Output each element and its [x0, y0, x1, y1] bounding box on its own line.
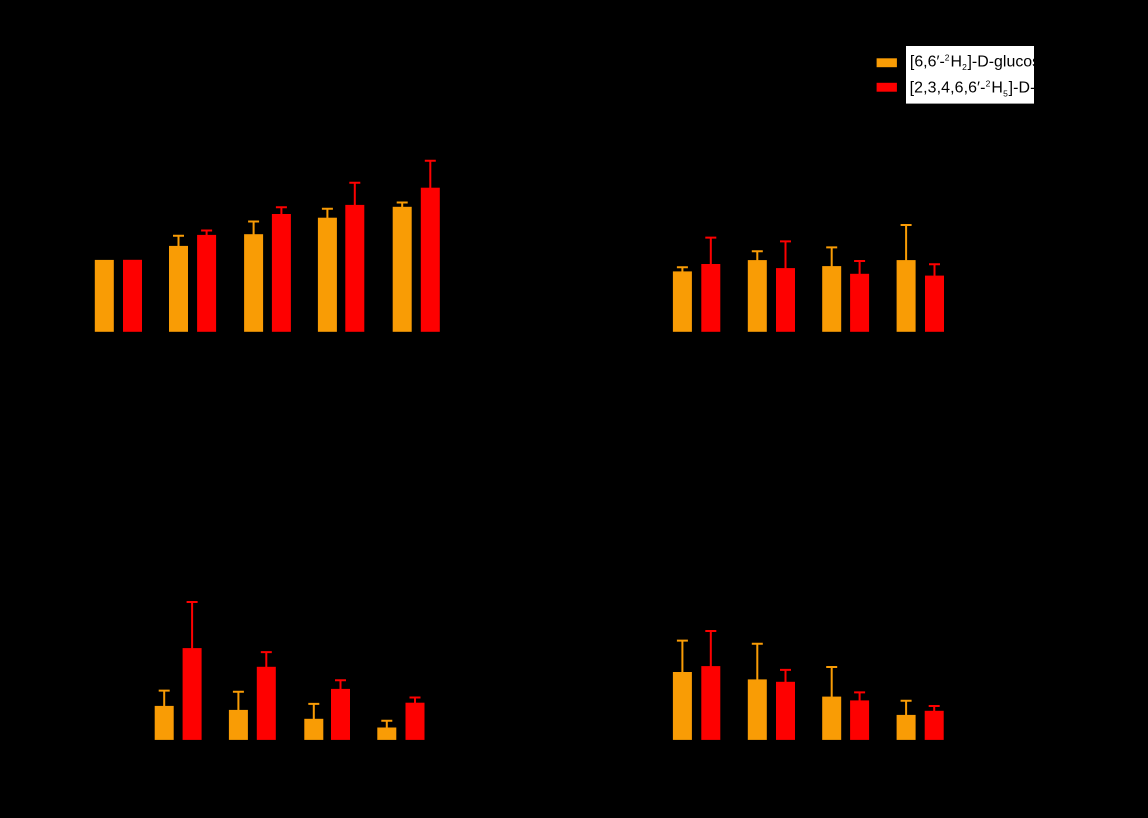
svg-text:[6,6′-2H2]-D-glucose: [6,6′-2H2]-D-glucose	[910, 53, 1049, 73]
svg-text:[2,3,4,6,6′-2H5]-D-glucose: [2,3,4,6,6′-2H5]-D-glucose	[910, 79, 1092, 99]
